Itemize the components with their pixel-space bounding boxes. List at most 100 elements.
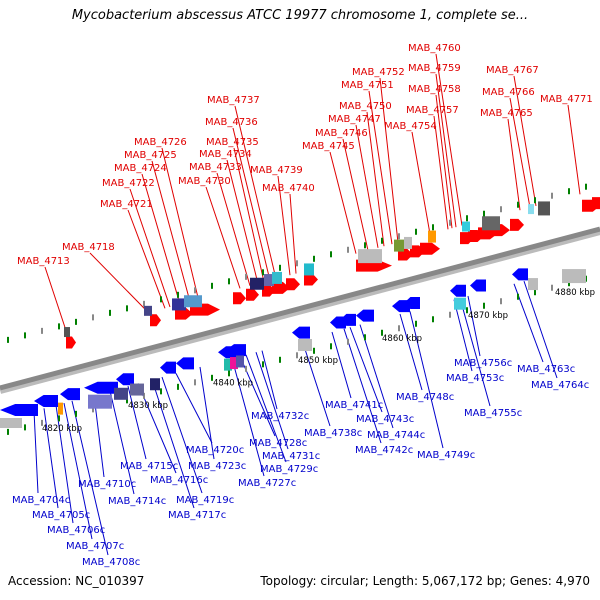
reverse-gene-label: MAB_4716c <box>150 475 208 486</box>
reverse-gene-block <box>88 394 112 409</box>
genome-stats: Topology: circular; Length: 5,067,172 bp… <box>260 574 590 588</box>
scale-label: 4870 kbp <box>468 311 508 321</box>
forward-gene-leader <box>289 193 297 274</box>
scale-label: 4850 kbp <box>298 356 338 366</box>
scale-label: 4840 kbp <box>213 379 253 389</box>
forward-gene-label: MAB_4713 <box>17 256 70 267</box>
reverse-gene-label: MAB_4741c <box>325 400 383 411</box>
forward-gene-arrow <box>175 307 193 320</box>
forward-gene-arrow <box>510 218 524 231</box>
forward-gene-leader <box>277 175 291 276</box>
reverse-gene-label: MAB_4729c <box>260 464 318 475</box>
forward-gene-leader <box>127 209 166 309</box>
forward-gene-block <box>184 295 202 308</box>
forward-gene-label: MAB_4766 <box>482 87 535 98</box>
backbone-line <box>0 226 600 391</box>
forward-gene-leader <box>433 115 449 230</box>
forward-gene-block <box>462 221 470 232</box>
forward-gene-block <box>304 263 314 276</box>
forward-gene-label: MAB_4752 <box>352 67 405 78</box>
reverse-gene-leader <box>245 354 287 463</box>
reverse-gene-leader <box>453 299 473 372</box>
forward-gene-label: MAB_4745 <box>302 141 355 152</box>
forward-gene-label: MAB_4765 <box>480 108 533 119</box>
reverse-gene-label: MAB_4706c <box>47 525 105 536</box>
forward-gene-label: MAB_4771 <box>540 94 593 105</box>
forward-gene-label: MAB_4721 <box>100 199 153 210</box>
reverse-gene-leader <box>109 390 135 495</box>
scale-label: 4820 kbp <box>42 424 82 434</box>
forward-gene-label: MAB_4724 <box>114 163 167 174</box>
forward-gene-arrow <box>262 284 275 297</box>
reverse-gene-leader <box>63 402 93 540</box>
reverse-gene-arrow <box>470 279 486 292</box>
forward-gene-arrow <box>246 288 259 301</box>
reverse-gene-label: MAB_4723c <box>188 461 246 472</box>
reverse-gene-leader <box>33 410 39 494</box>
reverse-gene-leader <box>43 408 59 509</box>
reverse-gene-arrow <box>356 309 374 322</box>
forward-gene-leader <box>205 186 241 289</box>
reverse-gene-block <box>130 383 144 396</box>
reverse-gene-label: MAB_4720c <box>186 445 244 456</box>
forward-gene-label: MAB_4736 <box>205 117 258 128</box>
forward-gene-block <box>358 249 382 264</box>
forward-gene-block <box>64 327 70 338</box>
reverse-gene-arrow <box>34 394 58 407</box>
forward-gene-arrow <box>592 197 600 210</box>
reverse-gene-leader <box>71 400 109 556</box>
forward-gene-leader <box>342 138 369 251</box>
reverse-gene-label: MAB_4717c <box>168 510 226 521</box>
forward-gene-label: MAB_4757 <box>406 105 459 116</box>
reverse-gene-leader <box>349 327 383 413</box>
reverse-gene-block <box>224 358 232 371</box>
reverse-gene-leader <box>409 311 444 449</box>
reverse-gene-leader <box>175 373 213 444</box>
reverse-gene-leader <box>255 352 289 450</box>
forward-gene-leader <box>234 105 277 279</box>
reverse-gene-block <box>562 269 586 284</box>
forward-gene-block <box>538 201 550 216</box>
reverse-gene-label: MAB_4705c <box>32 510 90 521</box>
reverse-gene-leader <box>261 350 278 410</box>
forward-gene-block <box>404 236 412 249</box>
accession-label: Accession: NC_010397 <box>8 574 145 588</box>
reverse-gene-arrow <box>160 361 176 374</box>
forward-gene-leader <box>435 94 453 229</box>
reverse-gene-arrow <box>116 373 134 386</box>
reverse-gene-label: MAB_4710c <box>78 479 136 490</box>
reverse-gene-leader <box>399 313 423 391</box>
forward-gene-label: MAB_4746 <box>315 128 368 139</box>
reverse-gene-label: MAB_4763c <box>517 364 575 375</box>
reverse-gene-arrow <box>404 296 420 309</box>
forward-gene-block <box>528 204 534 215</box>
reverse-gene-leader <box>359 324 394 429</box>
forward-gene-label: MAB_4737 <box>207 95 260 106</box>
reverse-gene-arrow <box>60 388 80 401</box>
reverse-gene-label: MAB_4719c <box>176 495 234 506</box>
reverse-gene-label: MAB_4764c <box>531 380 589 391</box>
forward-gene-label: MAB_4735 <box>206 137 259 148</box>
reverse-gene-label: MAB_4707c <box>66 541 124 552</box>
forward-gene-label: MAB_4722 <box>102 178 155 189</box>
forward-gene-leader <box>232 127 271 281</box>
reverse-gene-label: MAB_4738c <box>304 428 362 439</box>
scale-label: 4830 kbp <box>128 401 168 411</box>
reverse-gene-arrow <box>340 313 356 326</box>
reverse-gene-label: MAB_4731c <box>262 451 320 462</box>
reverse-gene-label: MAB_4732c <box>251 411 309 422</box>
forward-gene-leader <box>151 160 191 302</box>
reverse-gene-block <box>114 387 128 400</box>
forward-gene-leader <box>44 266 67 331</box>
reverse-gene-leader <box>467 295 481 357</box>
reverse-gene-label: MAB_4753c <box>446 373 504 384</box>
reverse-gene-block <box>236 355 244 368</box>
forward-gene-label: MAB_4747 <box>328 114 381 125</box>
map-title: Mycobacterium abscessus ATCC 19977 chrom… <box>71 8 529 23</box>
reverse-gene-block <box>150 378 160 391</box>
forward-gene-leader <box>226 159 259 284</box>
forward-gene-arrow <box>150 314 161 327</box>
forward-gene-block <box>264 274 274 287</box>
reverse-gene-leader <box>151 379 195 509</box>
scale-label: 4860 kbp <box>382 334 422 344</box>
